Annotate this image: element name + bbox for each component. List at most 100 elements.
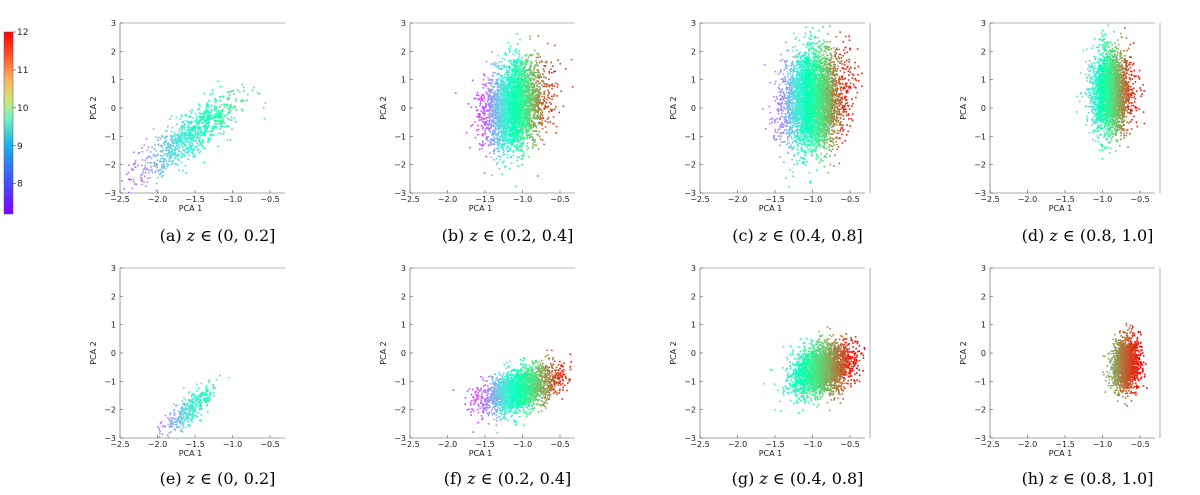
scatter-point (172, 145, 174, 147)
scatter-point (542, 128, 544, 130)
scatter-point (552, 109, 554, 111)
scatter-point (548, 71, 550, 73)
scatter-point (198, 144, 200, 146)
scatter-point (540, 94, 542, 96)
scatter-point (199, 140, 201, 142)
scatter-point (491, 138, 493, 140)
scatter-point (164, 161, 166, 163)
scatter-point (477, 92, 479, 94)
scatter-point (534, 122, 536, 124)
colorbar-tick-label: 9 (17, 142, 23, 152)
scatter-point (494, 91, 496, 93)
scatter-point (228, 113, 230, 115)
scatter-point (503, 131, 505, 133)
scatter-point (547, 97, 549, 99)
scatter-point (482, 141, 484, 143)
scatter-point (498, 124, 500, 126)
scatter-point (167, 147, 169, 149)
scatter-point (523, 84, 525, 86)
scatter-point (259, 93, 261, 95)
scatter-point (515, 129, 517, 131)
y-tick-label: 2 (401, 47, 406, 56)
scatter-point (170, 154, 172, 156)
scatter-point (551, 110, 553, 112)
scatter-point (514, 126, 516, 128)
scatter-point (542, 124, 544, 126)
scatter-point (166, 155, 168, 157)
scatter-point (148, 155, 150, 157)
scatter-point (545, 126, 547, 128)
scatter-point (482, 128, 484, 130)
scatter-point (489, 115, 491, 117)
scatter-point (536, 145, 538, 147)
scatter-point (504, 166, 506, 168)
scatter-point (517, 78, 519, 80)
scatter-point (537, 72, 539, 74)
scatter-point (500, 116, 502, 118)
scatter-point (184, 128, 186, 130)
scatter-point (508, 123, 510, 125)
scatter-point (497, 162, 499, 164)
x-axis-label: PCA 1 (179, 204, 203, 213)
scatter-point (154, 148, 156, 150)
scatter-point (214, 113, 216, 115)
scatter-point (231, 117, 233, 119)
scatter-point (146, 168, 148, 170)
scatter-point (541, 84, 543, 86)
scatter-point (532, 91, 534, 93)
scatter-point (488, 95, 490, 97)
scatter-point (203, 162, 205, 164)
scatter-point (536, 102, 538, 104)
scatter-point (506, 140, 508, 142)
scatter-point (502, 111, 504, 113)
scatter-point (182, 156, 184, 158)
scatter-point (531, 136, 533, 138)
scatter-point (172, 161, 174, 163)
scatter-point (166, 165, 168, 167)
scatter-point (532, 130, 534, 132)
scatter-point (235, 98, 237, 100)
scatter-point (187, 158, 189, 160)
scatter-point (233, 117, 235, 119)
scatter-point (506, 99, 508, 101)
scatter-point (504, 153, 506, 155)
scatter-point (540, 117, 542, 119)
scatter-point (508, 48, 510, 50)
scatter-point (140, 175, 142, 177)
scatter-point (191, 140, 193, 142)
scatter-point (519, 94, 521, 96)
scatter-point (519, 145, 521, 147)
scatter-point (492, 143, 494, 145)
scatter-point (207, 126, 209, 128)
scatter-point (546, 99, 548, 101)
scatter-point (783, 141, 785, 143)
scatter-point (513, 54, 515, 56)
scatter-point (194, 135, 196, 137)
scatter-point (532, 75, 534, 77)
scatter-point (546, 132, 548, 134)
scatter-point (497, 127, 499, 129)
scatter-point (224, 122, 226, 124)
scatter-point (509, 69, 511, 71)
scatter-point (161, 150, 163, 152)
scatter-point (140, 180, 142, 182)
scatter-point (146, 149, 148, 151)
scatter-point (490, 124, 492, 126)
scatter-point (509, 118, 511, 120)
scatter-point (522, 122, 524, 124)
scatter-point (523, 136, 525, 138)
scatter-point (157, 160, 159, 162)
scatter-point (482, 126, 484, 128)
scatter-point (523, 138, 525, 140)
scatter-point (215, 99, 217, 101)
scatter-point (524, 98, 526, 100)
scatter-point (541, 60, 543, 62)
scatter-point (492, 64, 494, 66)
scatter-point (520, 129, 522, 131)
scatter-point (511, 89, 513, 91)
scatter-point (531, 120, 533, 122)
scatter-point (532, 105, 534, 107)
scatter-point (517, 58, 519, 60)
scatter-point (215, 117, 217, 119)
scatter-point (184, 124, 186, 126)
